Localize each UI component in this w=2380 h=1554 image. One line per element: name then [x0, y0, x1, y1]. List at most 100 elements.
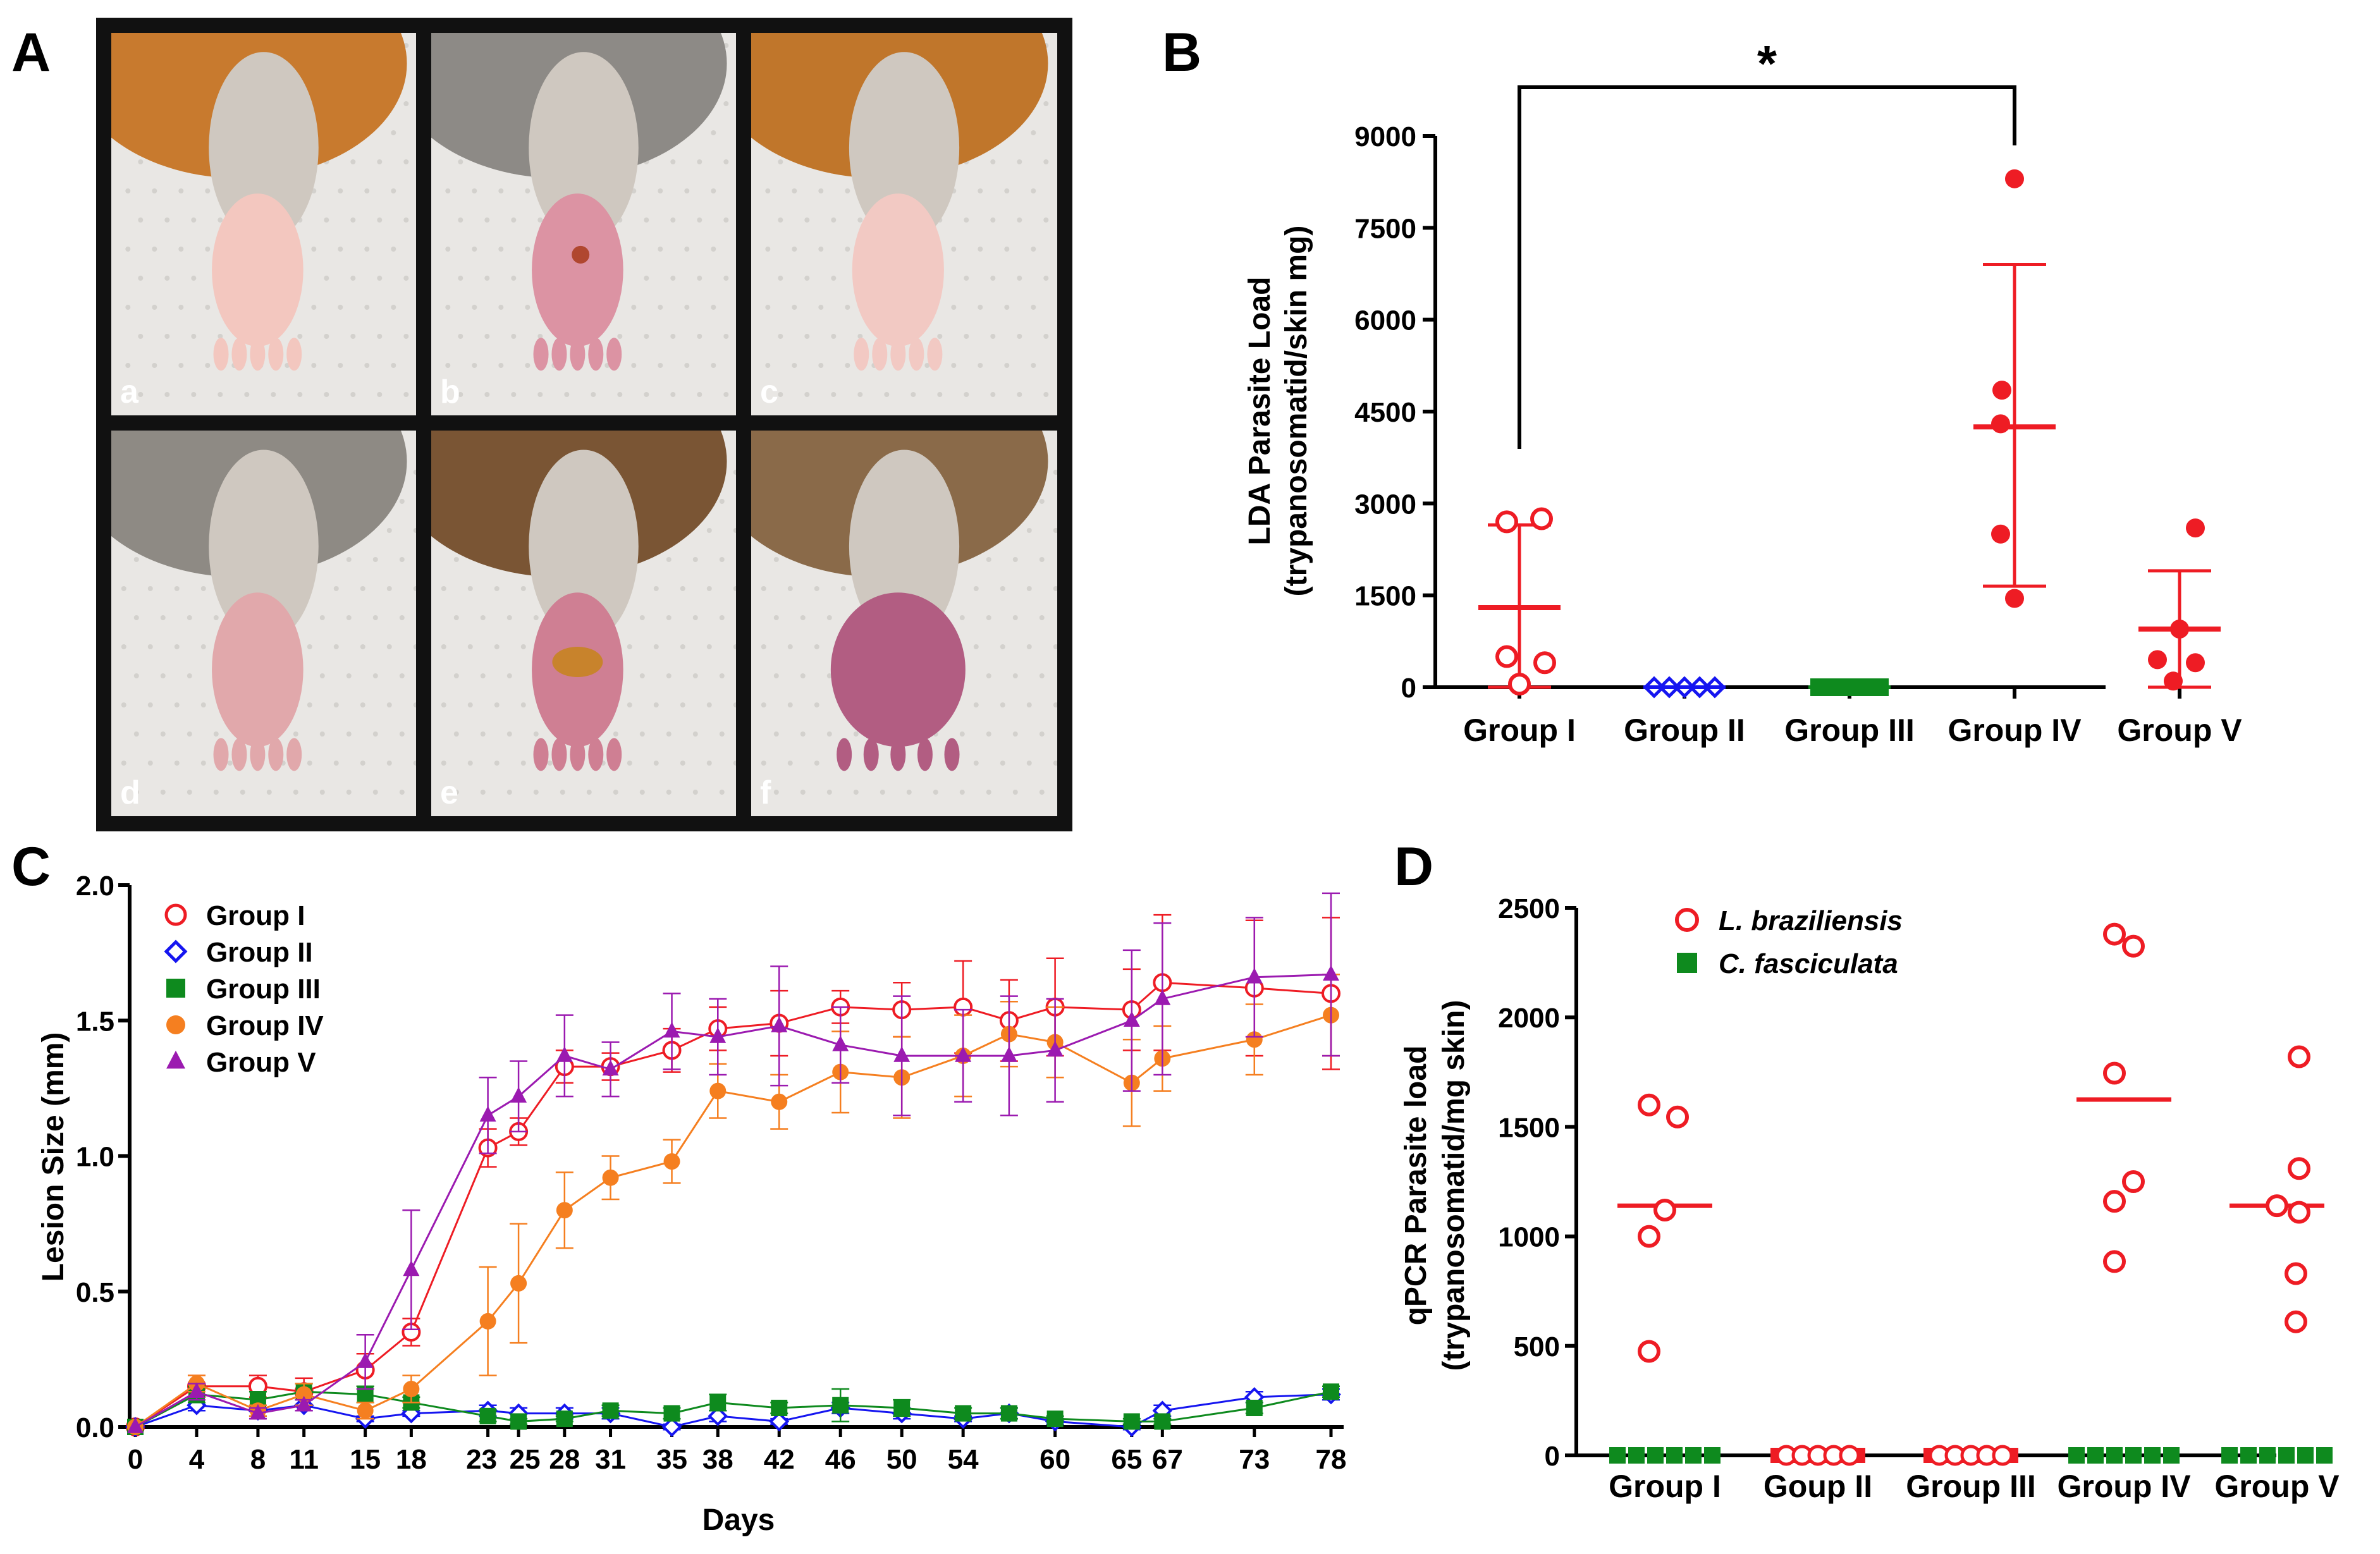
photo-toe — [551, 738, 567, 771]
photo-texture-dot — [403, 392, 409, 397]
photo-texture-dot — [1039, 499, 1045, 504]
photo-texture-dot — [240, 790, 245, 795]
data-point — [771, 1093, 788, 1110]
data-point — [1000, 1046, 1017, 1062]
lb-data-point — [2288, 1045, 2310, 1068]
photo-texture-dot — [453, 790, 459, 795]
photo-texture-dot — [973, 644, 979, 649]
photo-toe — [606, 338, 622, 371]
lb-data-point — [1653, 1199, 1676, 1222]
data-point — [769, 1411, 790, 1432]
photo-texture-dot — [613, 790, 618, 795]
photo-texture-dot — [951, 247, 957, 252]
photo-texture-dot — [1000, 644, 1005, 649]
x-tick-label: 31 — [595, 1444, 626, 1475]
photo-texture-dot — [372, 731, 378, 737]
data-point — [1246, 967, 1263, 984]
photo-texture-dot — [978, 188, 983, 193]
photo-letter-label: e — [440, 774, 458, 811]
photo-texture-dot — [520, 586, 526, 591]
x-tick-label: 60 — [1040, 1444, 1070, 1475]
photo-texture-dot — [484, 276, 490, 281]
group-points — [1478, 507, 1561, 696]
data-point — [708, 1406, 728, 1426]
photo-texture-dot — [213, 615, 219, 620]
photo-texture-dot — [670, 334, 676, 339]
legend-label: Group II — [206, 937, 313, 968]
photo-texture-dot — [364, 188, 370, 193]
photo-toe — [872, 338, 888, 371]
significance-star: * — [1757, 35, 1777, 92]
photo-texture-dot — [959, 790, 965, 795]
photo-texture-dot — [346, 790, 352, 795]
data-point — [1123, 1011, 1140, 1027]
data-point — [1000, 1405, 1017, 1422]
photo-texture-dot — [458, 159, 463, 164]
photo-texture-dot — [333, 644, 339, 649]
x-category-label: Group IV — [1948, 713, 2082, 748]
photo-texture-dot — [311, 247, 317, 252]
photo-letter-label: d — [120, 774, 140, 811]
data-point — [832, 1397, 849, 1414]
photo-texture-dot — [458, 276, 463, 281]
photo-texture-dot — [372, 790, 378, 795]
photo-texture-dot — [684, 305, 690, 310]
photo-texture-dot — [377, 217, 383, 223]
photo-toe — [588, 338, 604, 371]
photo-leg — [849, 450, 960, 643]
photo-texture-dot — [653, 761, 659, 766]
photo-texture-dot — [498, 247, 504, 252]
photo-texture-dot — [372, 615, 378, 620]
photo-texture-dot — [1026, 586, 1032, 591]
lb-data-point — [2288, 1157, 2310, 1180]
photo-texture-dot — [1031, 363, 1036, 368]
photo-texture-dot — [533, 731, 539, 737]
data-point — [556, 1202, 573, 1219]
photo-texture-dot — [293, 790, 298, 795]
photo-texture-dot — [445, 247, 451, 252]
x-category-label: Group II — [1624, 713, 1745, 748]
photo-texture-dot — [591, 392, 596, 397]
photo-texture-dot — [680, 644, 685, 649]
x-tick-label: 11 — [289, 1444, 319, 1475]
data-point — [1123, 1413, 1140, 1430]
photo-texture-dot — [205, 363, 211, 368]
photo-toe — [213, 738, 229, 771]
group-points — [2068, 922, 2180, 1464]
photo-texture-dot — [853, 731, 859, 737]
photo-texture-dot — [1017, 276, 1022, 281]
photo-texture-dot — [792, 247, 797, 252]
photo-texture-dot — [831, 276, 837, 281]
data-point — [663, 1405, 680, 1422]
photo-texture-dot — [403, 334, 409, 339]
data-point — [403, 1260, 420, 1276]
photo-texture-dot — [200, 586, 206, 591]
photo-texture-dot — [719, 499, 725, 504]
photo-texture-dot — [845, 305, 850, 310]
photo-texture-dot — [959, 615, 965, 620]
photo-texture-dot — [350, 217, 356, 223]
photo-texture-dot — [511, 276, 517, 281]
data-point — [2148, 650, 2167, 670]
cf-data-point — [2240, 1447, 2257, 1464]
photo-texture-dot — [639, 790, 645, 795]
photo-texture-dot — [364, 363, 370, 368]
photo-texture-dot — [413, 702, 416, 707]
data-point — [661, 1417, 682, 1437]
series-line — [135, 1393, 1332, 1428]
photo-leg — [209, 450, 319, 643]
photo-texture-dot — [338, 363, 343, 368]
lb-data-point — [1666, 1105, 1689, 1129]
photo-texture-dot — [627, 761, 632, 766]
photo-texture-dot — [644, 392, 649, 397]
photo-texture-dot — [658, 247, 663, 252]
photo-texture-dot — [692, 615, 698, 620]
lb-data-point — [2288, 1201, 2310, 1224]
photo-texture-dot — [506, 731, 512, 737]
x-tick-label: 23 — [466, 1444, 497, 1475]
photo-texture-dot — [845, 363, 850, 368]
photo-texture-dot — [1012, 557, 1018, 562]
cf-data-point — [2221, 1447, 2238, 1464]
photo-texture-dot — [533, 615, 539, 620]
photo-panel: a — [111, 33, 416, 415]
